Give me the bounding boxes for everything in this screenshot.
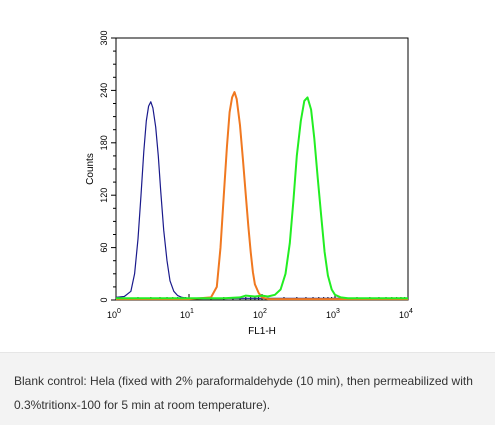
histogram-series-3 bbox=[116, 96, 408, 300]
y-tick-label: 0 bbox=[99, 297, 109, 302]
histogram-series-1 bbox=[115, 101, 408, 299]
y-tick-label: 240 bbox=[99, 83, 109, 98]
histogram-chart: 0 60 120 180 240 300 100 101 102 103 104 Counts F… bbox=[85, 30, 413, 337]
x-tick-label: 103 bbox=[326, 308, 340, 320]
x-axis-label: FL1-H bbox=[248, 326, 276, 337]
series-layer bbox=[115, 91, 408, 301]
x-tick-label: 102 bbox=[253, 308, 267, 320]
x-tick-label: 100 bbox=[107, 308, 121, 320]
y-axis: 0 60 120 180 240 300 bbox=[99, 30, 116, 303]
y-tick-label: 180 bbox=[99, 135, 109, 150]
figure-caption: Blank control: Hela (fixed with 2% paraf… bbox=[14, 374, 473, 412]
y-tick-label: 120 bbox=[99, 188, 109, 203]
histogram-series-2 bbox=[116, 91, 408, 301]
figure-panel: 0 60 120 180 240 300 100 101 102 103 104 Counts F… bbox=[0, 8, 495, 353]
x-tick-label: 104 bbox=[399, 308, 413, 320]
y-axis-label: Counts bbox=[85, 153, 96, 185]
x-tick-label: 101 bbox=[180, 308, 194, 320]
plot-background bbox=[66, 8, 432, 345]
y-tick-label: 60 bbox=[99, 243, 109, 253]
y-tick-label: 300 bbox=[99, 30, 109, 45]
caption-panel: Blank control: Hela (fixed with 2% paraf… bbox=[0, 353, 495, 425]
